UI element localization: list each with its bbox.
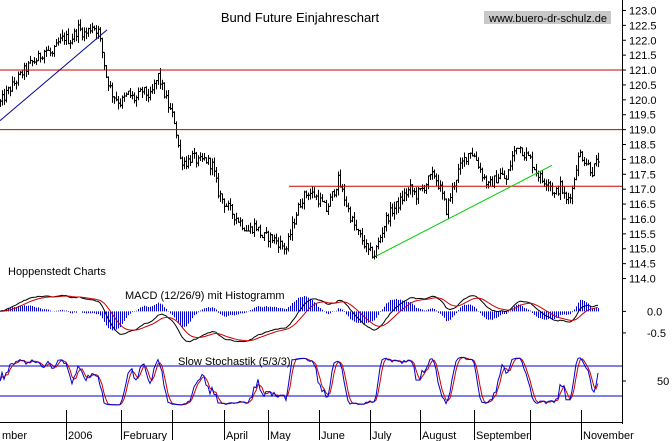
y-tick-label: 122.5 xyxy=(629,20,657,32)
x-tick-label: mber xyxy=(2,430,27,441)
x-tick-label: February xyxy=(123,430,168,441)
y-tick-label: 118.5 xyxy=(629,140,656,152)
source-url: www.buero-dr-schulz.de xyxy=(488,13,607,25)
y-tick-label: 116.5 xyxy=(629,199,656,211)
stochastic-panel xyxy=(0,356,622,406)
y-tick-label: 121.0 xyxy=(629,65,657,77)
macd-title: MACD (12/26/9) mit Histogramm xyxy=(125,290,285,302)
x-tick-label: August xyxy=(422,430,456,441)
y-tick-label: 121.5 xyxy=(629,50,657,62)
macd-y-tick-label: -0.5 xyxy=(647,328,666,340)
y-tick-label: 119.5 xyxy=(629,110,656,122)
stochastic-k-line xyxy=(0,356,599,406)
y-tick-label: 114.5 xyxy=(629,259,656,271)
y-tick-label: 117.0 xyxy=(629,184,656,196)
y-tick-label: 118.0 xyxy=(629,154,656,166)
chart-provider: Hoppenstedt Charts xyxy=(8,266,106,278)
x-tick-label: September xyxy=(476,430,530,441)
macd-line xyxy=(0,294,599,343)
downtrend-line xyxy=(0,29,108,122)
macd-y-tick-label: 0.0 xyxy=(647,306,662,318)
macd-signal-line xyxy=(0,295,599,342)
x-tick-label: July xyxy=(372,430,392,441)
stochastic-title: Slow Stochastik (5/3/3) xyxy=(178,356,291,368)
y-tick-label: 117.5 xyxy=(629,169,656,181)
x-tick-label: 2006 xyxy=(68,430,92,441)
y-tick-label: 120.5 xyxy=(629,80,657,92)
x-tick-label: April xyxy=(226,430,248,441)
price-panel xyxy=(0,19,622,260)
y-tick-label: 114.0 xyxy=(629,274,656,286)
y-tick-label: 116.0 xyxy=(629,214,656,226)
x-tick-label: June xyxy=(321,430,345,441)
uptrend-line xyxy=(375,164,553,257)
y-tick-label: 115.5 xyxy=(629,229,656,241)
price-bar xyxy=(597,152,600,168)
source-url-box xyxy=(484,11,611,24)
stoch-y-tick-label: 50 xyxy=(657,376,669,388)
chart-title: Bund Future Einjahreschart xyxy=(221,10,380,25)
y-tick-label: 123.0 xyxy=(629,5,657,17)
x-tick-label: November xyxy=(583,430,634,441)
macd-panel xyxy=(0,294,599,343)
y-tick-label: 119.0 xyxy=(629,125,656,137)
y-tick-label: 115.0 xyxy=(629,244,656,256)
x-tick-label: May xyxy=(270,430,291,441)
y-tick-label: 122.0 xyxy=(629,35,657,47)
y-tick-label: 120.0 xyxy=(629,95,657,107)
